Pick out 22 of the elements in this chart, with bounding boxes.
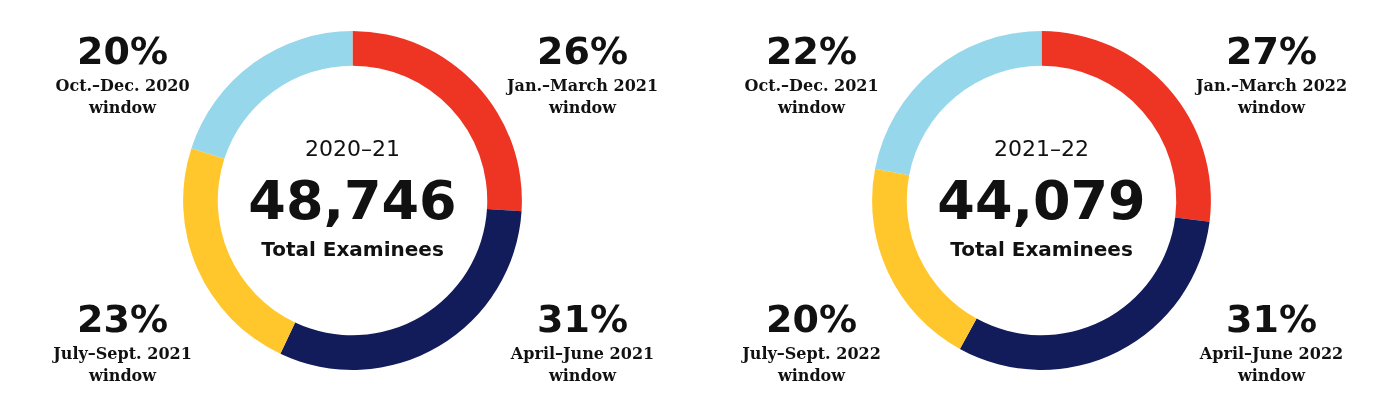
- text: Total Examinees: [261, 236, 444, 261]
- text: 2021–22: [994, 136, 1089, 161]
- text: 2020–21: [305, 136, 400, 161]
- data-label: 26%: [537, 28, 628, 73]
- data-label: 27%: [1226, 28, 1317, 73]
- data-label: 31%: [537, 296, 628, 341]
- text: 44,079: [937, 169, 1146, 232]
- slice-label: April–June 2021 window: [509, 344, 655, 385]
- slice-label: Jan.–March 2021 window: [504, 76, 659, 117]
- slice-label: July–Sept. 2021 window: [51, 344, 192, 385]
- data-label: 23%: [77, 296, 168, 341]
- slice-label: April–June 2022 window: [1198, 344, 1344, 385]
- slice-label: Oct.–Dec. 2021 window: [744, 76, 879, 117]
- text: Total Examinees: [950, 236, 1133, 261]
- data-label: 22%: [766, 28, 857, 73]
- slice-label: Oct.–Dec. 2020 window: [55, 76, 190, 117]
- slice-label: Jan.–March 2022 window: [1193, 76, 1348, 117]
- text: 48,746: [248, 169, 457, 232]
- data-label: 20%: [77, 28, 168, 73]
- data-label: 31%: [1226, 296, 1317, 341]
- slice-label: July–Sept. 2022 window: [740, 344, 881, 385]
- data-label: 20%: [766, 296, 857, 341]
